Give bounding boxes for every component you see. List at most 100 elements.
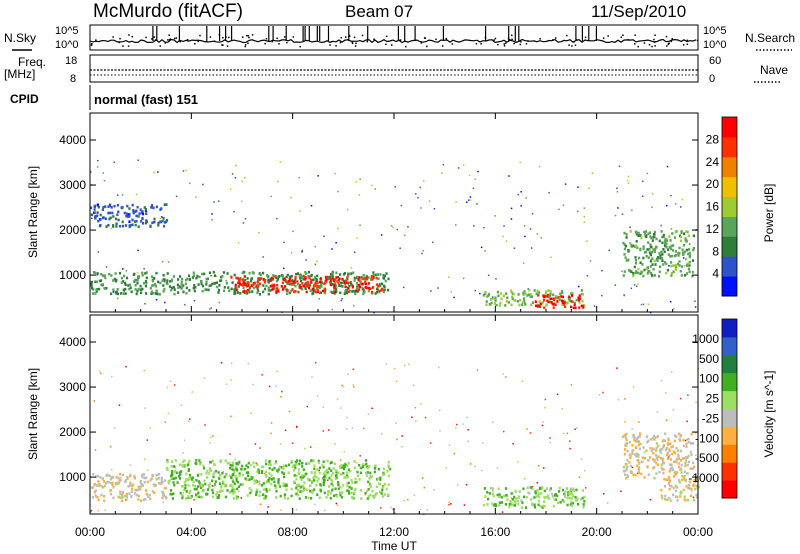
velocity-speckle [250, 412, 252, 414]
power-region-0-cell [248, 286, 251, 289]
power-speckle [211, 219, 213, 221]
power-region-4-cell [642, 247, 645, 251]
velocity-region-0-cell [95, 475, 98, 478]
power-region-2-cell [505, 300, 508, 303]
power-region-1-cell [306, 283, 310, 287]
velocity-region-1-cell [378, 490, 382, 494]
power-region-0-cell [262, 284, 265, 287]
power-speckle [276, 217, 278, 220]
velocity-region-1-cell [175, 471, 178, 475]
power-speckle [616, 191, 619, 193]
velocity-region-2-cell [549, 488, 552, 492]
nsearch-dot [391, 44, 393, 46]
velocity-region-4-cell [695, 484, 698, 488]
velocity-region-1-cell [317, 477, 320, 480]
power-region-0-cell [195, 276, 198, 280]
velocity-region-1-cell [387, 464, 390, 467]
power-speckle [513, 247, 516, 249]
power-region-0-cell [331, 291, 334, 294]
nsearch-dot [584, 36, 587, 39]
power-region-2-cell [554, 296, 557, 300]
power-region-3-cell [550, 301, 553, 304]
velocity-region-1-cell [330, 482, 333, 486]
power-region-0-cell [278, 274, 281, 278]
velocity-speckle [562, 432, 565, 435]
power-region-4-cell [623, 247, 626, 251]
power-speckle [137, 159, 139, 161]
velocity-region-1-cell [296, 493, 300, 497]
power-speckle [430, 290, 432, 292]
velocity-region-1-cell [246, 466, 250, 469]
power-region-4-cell [677, 254, 680, 257]
nsearch-dot [648, 44, 651, 46]
power-region-0-cell [239, 292, 242, 295]
velocity-region-1-cell [235, 462, 238, 465]
velocity-region-1-cell [172, 465, 176, 468]
power-region-2-cell [524, 303, 527, 306]
freq-label: Freq. [18, 55, 46, 69]
power-region-1-cell [310, 281, 313, 284]
velocity-region-1-cell [248, 487, 251, 490]
power-region-3-cell [568, 295, 571, 299]
cpid-value: normal (fast) 151 [94, 92, 198, 107]
velocity-speckle [211, 485, 214, 487]
nsearch-dot [164, 42, 167, 44]
nsearch-dot [265, 38, 268, 40]
velocity-region-1-cell [211, 491, 215, 495]
power-ytick-label: 4000 [59, 133, 86, 147]
velocity-colorbar-swatch [722, 372, 737, 392]
velocity-speckle [230, 415, 232, 418]
power-region-0-cell [387, 288, 390, 292]
velocity-region-1-cell [264, 470, 267, 474]
velocity-region-1-cell [386, 470, 389, 473]
velocity-region-0-cell [117, 477, 120, 480]
power-region-4-cell [623, 243, 626, 246]
power-region-0-cell [259, 273, 262, 276]
velocity-region-1-cell [275, 460, 278, 464]
velocity-colorbar-swatch [722, 354, 737, 374]
power-region-0-cell [312, 278, 315, 282]
velocity-region-1-cell [212, 473, 215, 476]
power-region-0-cell [361, 287, 364, 291]
nsearch-dot [385, 35, 388, 38]
power-region-0-cell [382, 274, 385, 277]
power-region-4-cell [639, 272, 642, 275]
power-region-4-cell [645, 254, 648, 258]
velocity-region-3-cell [648, 456, 652, 459]
velocity-speckle [279, 443, 282, 445]
power-region-0-cell [339, 284, 342, 287]
velocity-region-1-cell [377, 467, 380, 471]
power-region-0-cell [150, 292, 153, 295]
velocity-region-1-cell [322, 472, 325, 476]
power-speckle [503, 225, 505, 227]
velocity-speckle [569, 440, 571, 442]
power-cbar-label: Power [dB] [762, 184, 776, 243]
velocity-region-3-cell [682, 438, 685, 442]
power-region-1-cell [262, 278, 265, 281]
power-region-4-cell [678, 246, 681, 250]
velocity-region-1-cell [381, 495, 385, 498]
power-region-0-cell [119, 292, 123, 295]
power-region-5-cell [160, 207, 163, 210]
power-region-4-cell [674, 268, 678, 271]
velocity-region-1-cell [309, 490, 312, 493]
nsearch-dot [503, 43, 505, 45]
power-region-0-cell [166, 279, 169, 282]
power-region-1-cell [252, 283, 255, 286]
velocity-speckle [538, 465, 540, 467]
velocity-region-1-cell [166, 460, 169, 464]
velocity-region-2-cell [494, 504, 497, 508]
power-region-1-cell [305, 282, 308, 285]
power-region-0-cell [301, 276, 304, 279]
velocity-speckle [474, 465, 476, 468]
power-region-1-cell [281, 281, 284, 285]
power-speckle [361, 286, 364, 289]
velocity-region-1-cell [185, 478, 188, 481]
power-speckle [453, 296, 455, 299]
velocity-speckle [261, 374, 263, 376]
velocity-region-3-cell [678, 457, 681, 460]
velocity-region-2-cell [510, 502, 513, 505]
velocity-region-3-cell [625, 441, 629, 445]
velocity-speckle [697, 367, 700, 370]
power-region-0-cell [192, 271, 195, 275]
